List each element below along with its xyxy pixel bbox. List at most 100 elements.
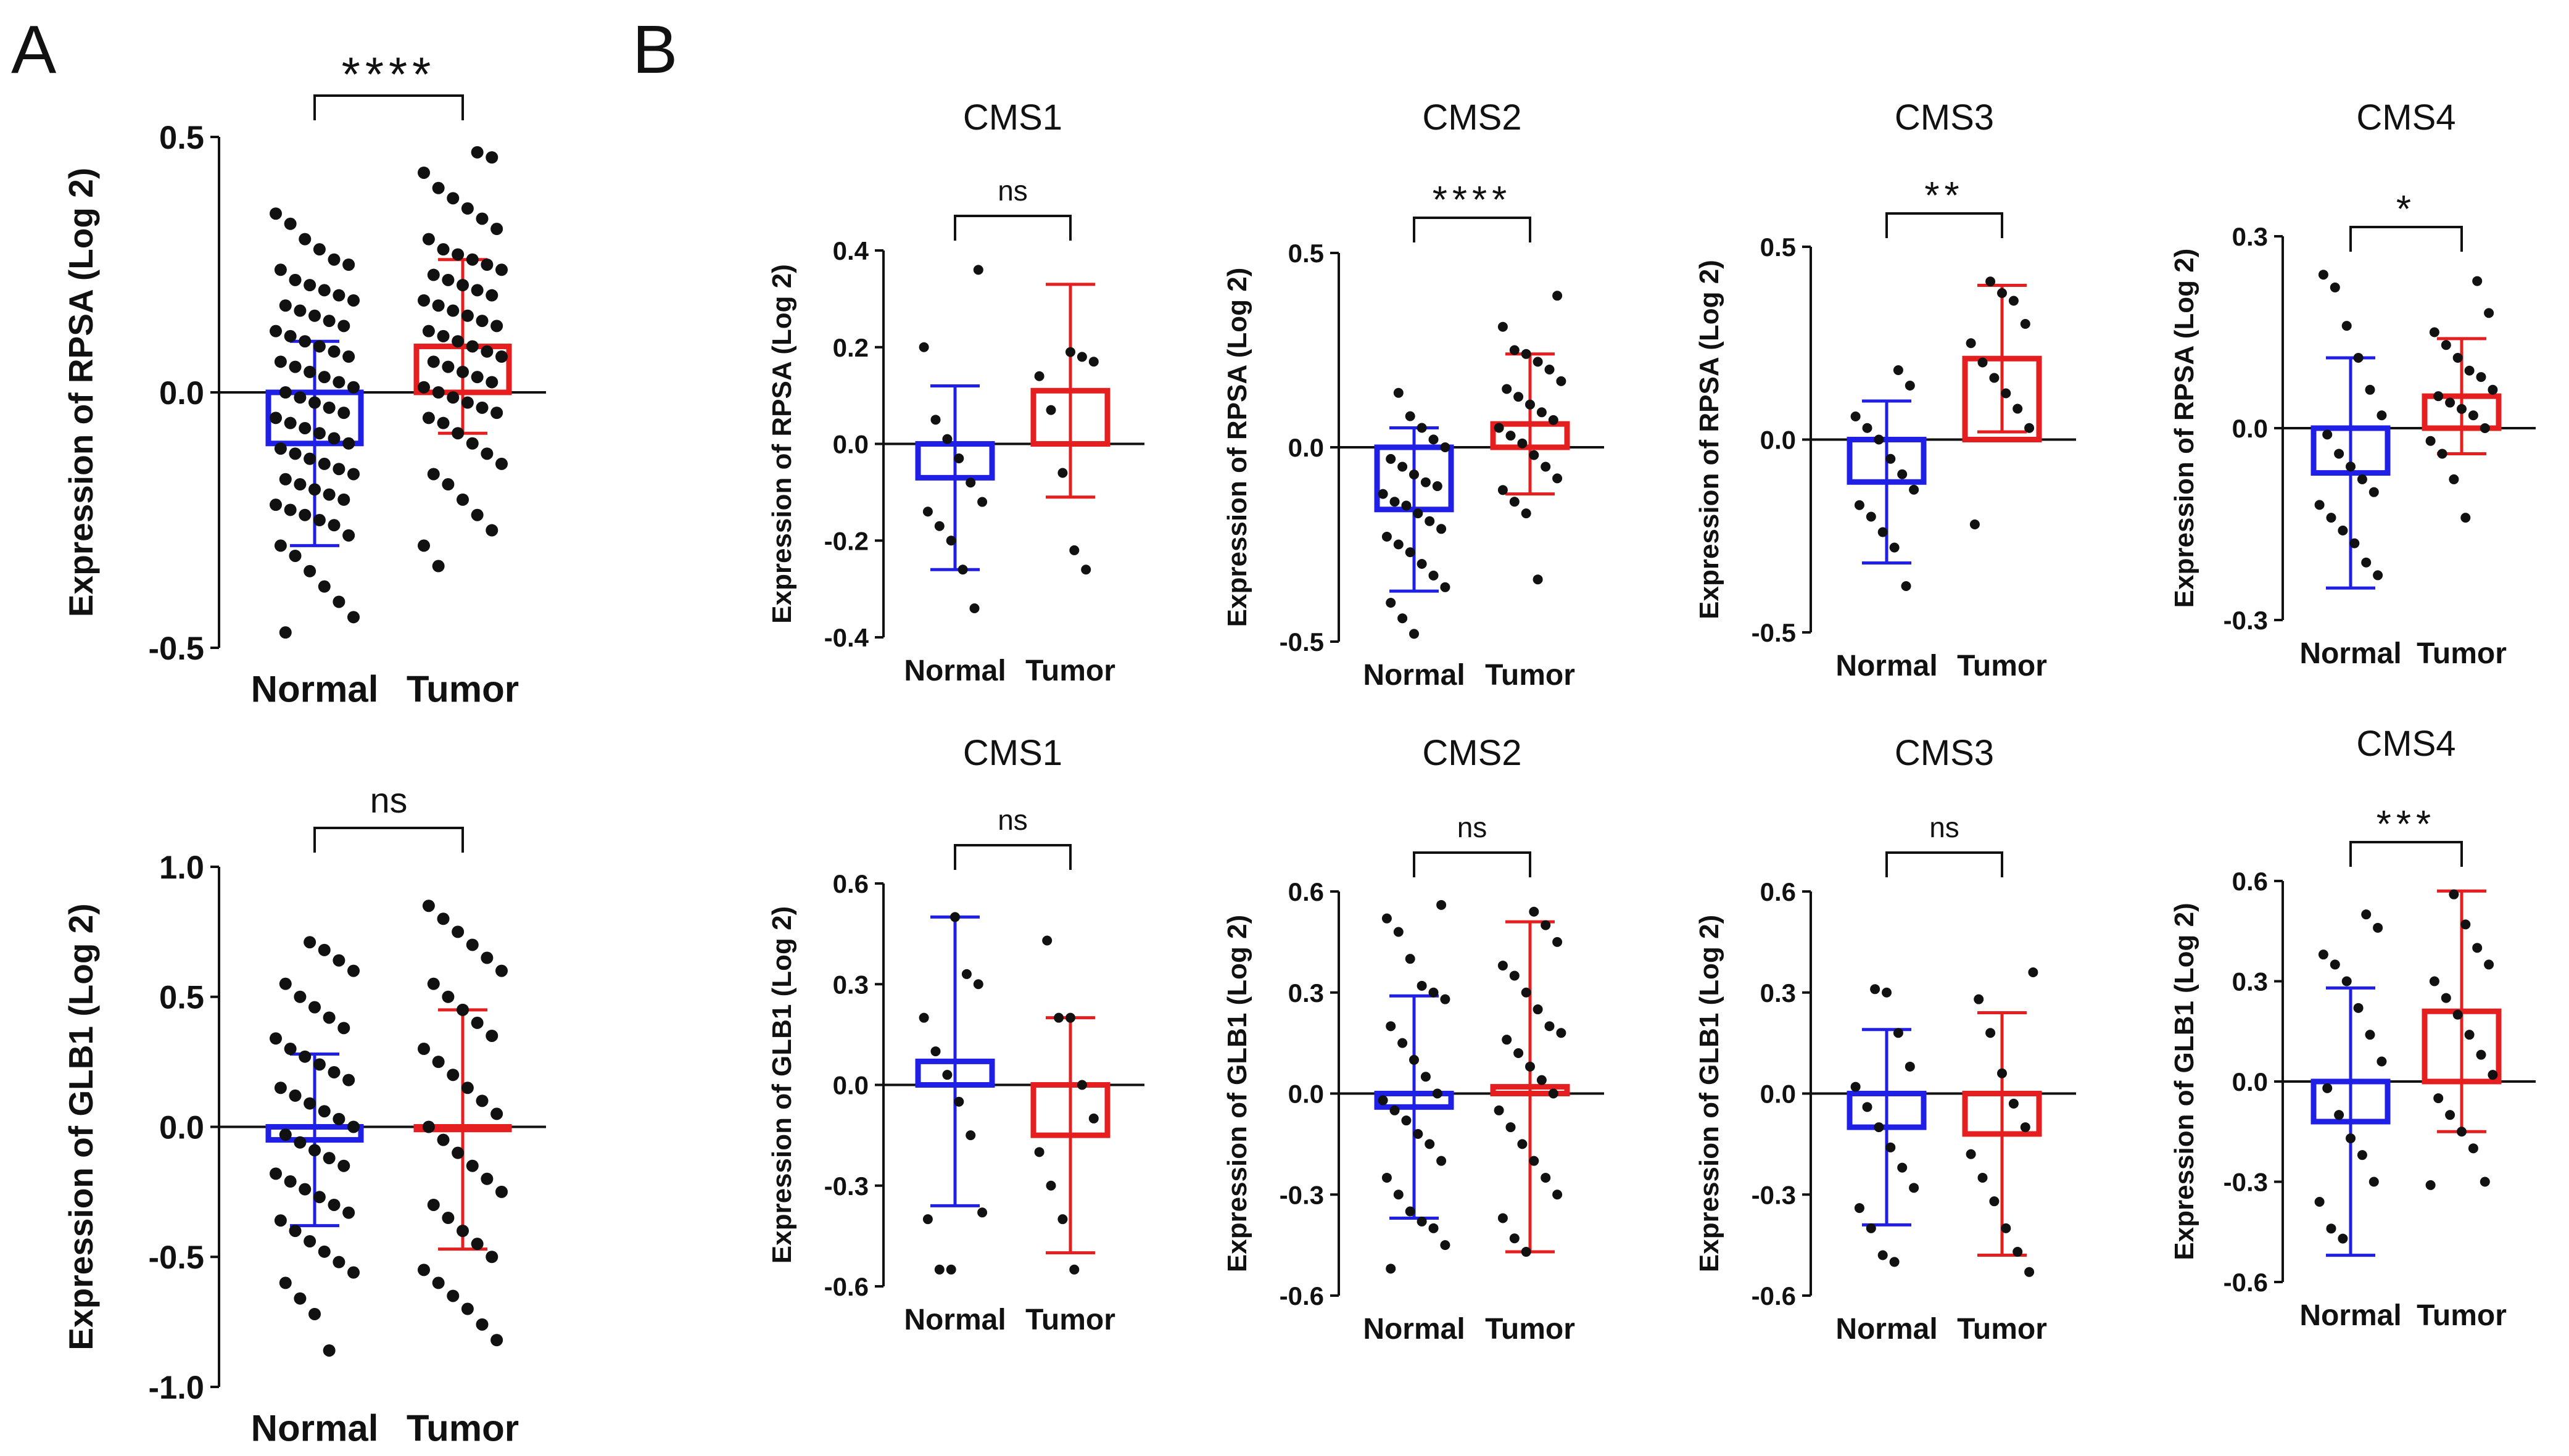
- data-point: [2429, 327, 2439, 337]
- data-point: [294, 1136, 307, 1149]
- data-point: [490, 1334, 503, 1347]
- data-point: [490, 320, 503, 333]
- data-point: [432, 560, 445, 573]
- y-tick-label: -1.0: [149, 1370, 204, 1406]
- data-point: [486, 151, 498, 164]
- y-tick-label: -0.3: [824, 1172, 869, 1201]
- data-point: [461, 396, 474, 409]
- data-point: [2001, 388, 2011, 399]
- data-point: [1405, 1206, 1415, 1217]
- significance-label: ns: [1929, 811, 1959, 843]
- data-point: [2484, 308, 2494, 318]
- x-label-tumor: Tumor: [1957, 650, 2047, 682]
- data-point: [1889, 1257, 1900, 1267]
- data-point: [2368, 1177, 2379, 1187]
- data-point: [1054, 1012, 1064, 1023]
- data-point: [427, 1198, 440, 1211]
- data-point: [471, 1238, 484, 1251]
- data-point: [1428, 987, 1439, 998]
- data-point: [289, 447, 302, 460]
- data-point: [457, 365, 469, 378]
- data-point: [333, 463, 345, 476]
- data-point: [2484, 959, 2494, 970]
- y-tick-label: -0.5: [1752, 618, 1796, 647]
- data-point: [270, 207, 282, 220]
- data-point: [934, 521, 945, 531]
- y-tick-label: 0.3: [833, 970, 869, 999]
- data-point: [2330, 959, 2340, 970]
- data-point: [1521, 987, 1531, 998]
- y-axis-label: Expression of GLB1 (Log 2): [62, 903, 100, 1350]
- data-point: [1989, 373, 2000, 383]
- data-point: [313, 243, 326, 256]
- significance-bracket: [1413, 851, 1531, 877]
- data-point: [2468, 1143, 2478, 1154]
- data-point: [452, 427, 465, 440]
- data-point: [270, 1032, 282, 1045]
- data-point: [337, 1022, 350, 1035]
- data-point: [457, 1003, 469, 1016]
- data-point: [1905, 381, 1915, 391]
- data-point: [299, 421, 312, 434]
- data-point: [486, 376, 498, 389]
- data-point: [294, 304, 307, 317]
- data-point: [284, 416, 297, 429]
- data-point: [2013, 403, 2023, 414]
- data-point: [2445, 397, 2455, 408]
- x-label-tumor: Tumor: [407, 1408, 519, 1449]
- data-point: [1536, 407, 1547, 418]
- data-point: [437, 912, 450, 925]
- data-point: [1854, 1203, 1864, 1214]
- data-point: [1544, 365, 1555, 374]
- data-point: [966, 1130, 976, 1141]
- data-point: [481, 259, 494, 271]
- y-tick-label: 0.0: [2232, 1067, 2268, 1096]
- data-point: [437, 416, 450, 429]
- chart-B-RPSA-CMS1: CMS1 -0.4 -0.2 0.0 0.2 0.4 Expression of RPSA …: [767, 97, 1144, 687]
- y-axis-label: Expression of RPSA (Log 2): [1694, 260, 1724, 619]
- data-point: [2353, 1003, 2364, 1013]
- data-point: [2476, 372, 2486, 383]
- data-point: [313, 427, 326, 440]
- data-point: [427, 355, 440, 368]
- data-point: [922, 507, 933, 517]
- data-point: [1897, 469, 1908, 479]
- data-point: [2318, 949, 2328, 960]
- data-point: [323, 1344, 336, 1357]
- data-point: [313, 340, 326, 353]
- data-point: [279, 473, 292, 486]
- data-point: [1397, 613, 1408, 624]
- data-point: [418, 381, 430, 394]
- data-point: [486, 1251, 498, 1264]
- data-point: [471, 508, 484, 521]
- data-point: [422, 412, 435, 424]
- data-point: [1432, 481, 1442, 491]
- data-point: [328, 1065, 341, 1078]
- x-label-tumor: Tumor: [1025, 655, 1115, 687]
- data-point: [328, 345, 341, 358]
- data-point: [2425, 1180, 2436, 1190]
- data-point: [466, 340, 479, 353]
- data-point: [1909, 1183, 1919, 1193]
- data-point: [2341, 976, 2352, 987]
- data-point: [308, 483, 321, 496]
- y-tick-label: 0.3: [2232, 222, 2268, 251]
- data-point: [432, 1276, 445, 1289]
- data-point: [294, 1292, 307, 1305]
- data-point: [2338, 1233, 2348, 1244]
- data-point: [481, 1172, 494, 1185]
- data-point: [1505, 1122, 1516, 1133]
- data-point: [495, 964, 508, 977]
- data-point: [2464, 365, 2475, 376]
- data-point: [2349, 538, 2360, 548]
- data-point: [289, 549, 302, 562]
- data-point: [1409, 1054, 1419, 1065]
- x-label-tumor: Tumor: [2417, 1299, 2507, 1332]
- y-axis-label: Expression of RPSA (Log 2): [62, 168, 100, 617]
- data-point: [461, 309, 474, 322]
- x-label-normal: Normal: [251, 1408, 379, 1449]
- y-tick-label: -0.3: [2224, 606, 2268, 635]
- data-point: [274, 1214, 287, 1227]
- data-point: [490, 1107, 503, 1120]
- significance-bracket: [1885, 212, 2003, 238]
